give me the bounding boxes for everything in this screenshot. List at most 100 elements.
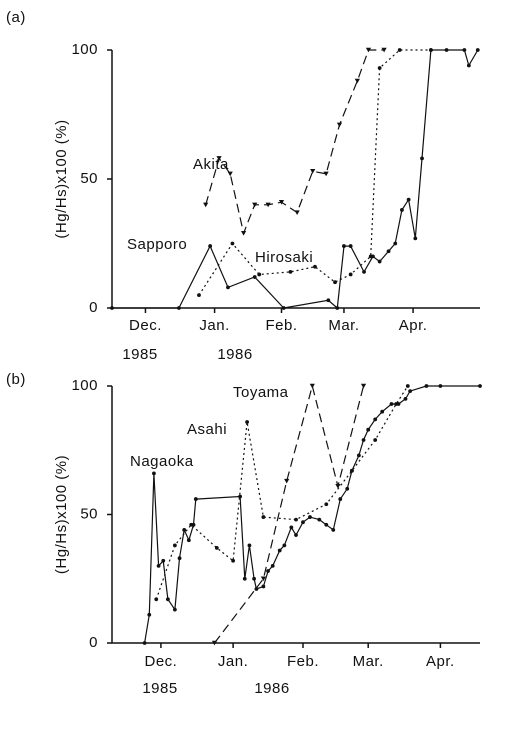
data-point [326,298,331,303]
data-point [211,640,218,646]
x-tick-label: Mar. [328,317,359,334]
data-point [380,409,385,414]
data-point [356,453,361,458]
data-point [289,525,294,530]
series-label: Toyama [233,384,289,401]
data-point [252,275,257,279]
data-point [277,548,282,553]
y-tick-label: 0 [89,299,98,316]
data-point [444,48,449,52]
data-point [189,522,194,527]
data-point [193,497,198,501]
data-point [230,241,235,246]
x-tick-label: Dec. [144,653,177,670]
data-point [408,389,413,394]
x-tick-label: Jan. [218,653,248,670]
data-point [406,197,411,202]
series-line [205,49,385,236]
year-label: 1986 [254,680,289,697]
data-point [394,402,399,406]
data-point [270,564,275,568]
data-point [177,556,182,561]
data-point [247,543,252,548]
data-point [345,486,350,491]
data-point [309,383,315,389]
data-point [403,396,408,401]
data-point [216,156,222,161]
series-line [155,385,409,600]
data-point [152,471,156,476]
data-point [165,597,170,602]
data-point [231,558,236,563]
y-tick-label: 0 [89,634,98,651]
data-point [336,122,343,128]
series-label: Nagaoka [130,453,194,470]
data-point [172,607,177,612]
data-point [265,202,271,208]
data-point [377,259,382,264]
data-point [284,478,290,484]
data-point [301,520,305,525]
data-point [438,384,443,388]
series-label: Sapporo [127,236,187,253]
data-point [368,254,373,259]
data-point [354,78,360,84]
data-point [261,515,266,519]
data-point [349,468,354,473]
data-point [252,202,258,208]
series-label: Hirosaki [255,249,313,266]
data-point [254,587,259,591]
data-point [142,641,147,645]
data-point [182,528,187,532]
data-point [397,48,402,52]
data-point [400,208,404,212]
y-tick-label: 50 [80,505,98,522]
data-point [186,538,191,543]
data-point [324,522,329,527]
data-point [362,269,366,274]
data-point [197,293,201,297]
x-tick-label: Feb. [265,317,297,334]
data-point [360,383,367,389]
x-tick-label: Dec. [129,317,162,334]
data-point [266,569,270,573]
x-tick-label: Feb. [287,653,319,670]
data-point [373,417,378,422]
data-point [348,272,353,277]
x-tick-label: Apr. [399,317,428,334]
data-point [261,584,266,589]
panel-label: (b) [6,371,26,388]
data-point [333,280,337,285]
series-line [214,383,365,644]
data-point [313,264,317,269]
data-point [147,612,152,617]
data-point [281,306,286,310]
axes [111,50,480,309]
data-point [177,306,181,310]
data-point [466,63,471,68]
data-point [429,48,433,52]
data-point [226,285,230,290]
year-label: 1985 [122,346,157,363]
data-point [154,597,159,602]
data-point [478,384,482,388]
data-point [278,200,285,205]
data-point [288,269,293,274]
series-label: Akita [193,156,229,173]
data-point [110,306,114,310]
data-point [294,210,300,215]
data-point [282,543,287,548]
data-point [172,543,177,548]
series-line [112,49,479,310]
data-point [324,502,329,507]
year-label: 1985 [142,680,177,697]
data-point [335,306,340,310]
data-point [420,156,424,161]
data-point [317,517,322,522]
panel-label: (a) [6,9,26,26]
data-point [242,576,247,581]
data-point [405,384,410,388]
data-point [156,564,161,568]
data-point [335,484,341,489]
